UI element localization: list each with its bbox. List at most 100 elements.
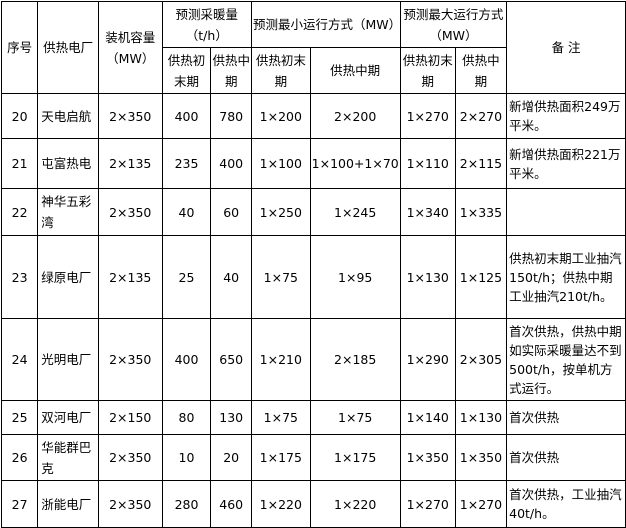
table-row: 27 浙能电厂 2×350 280 460 1×220 1×220 1×270 1×270 首次供… (0, 480, 626, 528)
cell-plant: 屯富热电 (37, 138, 99, 189)
cell-plant: 绿原电厂 (37, 235, 99, 319)
cell-min-mid: 1×75 (309, 400, 401, 435)
cell-capacity: 2×350 (97, 318, 163, 401)
header-min-mode: 预测最小运行方式（MW） (251, 1, 401, 48)
cell-heat-mid: 400 (210, 138, 252, 189)
cell-min-mid: 1×220 (309, 480, 401, 528)
cell-heat-early: 400 (161, 318, 212, 401)
header-no: 序号 (0, 1, 39, 94)
cell-no: 21 (0, 138, 39, 189)
cell-max-early: 1×140 (399, 400, 456, 435)
cell-no: 24 (0, 318, 39, 401)
cell-heat-mid: 460 (210, 480, 252, 528)
cell-min-early: 1×100 (251, 138, 311, 189)
cell-min-mid: 1×175 (309, 434, 401, 481)
cell-heat-early: 80 (161, 400, 212, 435)
cell-capacity: 2×135 (97, 235, 163, 319)
cell-min-early: 1×200 (251, 93, 311, 139)
cell-plant: 华能群巴克 (37, 434, 99, 481)
cell-heat-early: 40 (161, 188, 212, 236)
table-row: 25 双河电厂 2×150 80 130 1×75 1×75 1×140 1×130 首次供热 (0, 400, 626, 435)
cell-max-mid: 1×130 (454, 400, 508, 435)
cell-min-mid: 2×200 (309, 93, 401, 139)
cell-note (506, 188, 626, 236)
cell-min-mid: 1×245 (309, 188, 401, 236)
cell-max-early: 1×340 (399, 188, 456, 236)
cell-heat-mid: 60 (210, 188, 252, 236)
header-min-early: 供热初末期 (251, 47, 311, 94)
cell-max-early: 1×290 (399, 318, 456, 401)
cell-note: 首次供热，供热中期如实际采暖量达不到500t/h，按单机方式运行。 (506, 318, 626, 401)
cell-note: 新增供热面积221万平米。 (506, 138, 626, 189)
cell-max-early: 1×270 (399, 93, 456, 139)
cell-min-early: 1×250 (251, 188, 311, 236)
cell-max-mid: 1×350 (454, 434, 508, 481)
header-min-mid: 供热中期 (309, 47, 401, 94)
header-note: 备 注 (506, 1, 626, 94)
cell-note: 新增供热面积249万平米。 (506, 93, 626, 139)
cell-min-early: 1×75 (251, 235, 311, 319)
cell-no: 26 (0, 434, 39, 481)
cell-capacity: 2×150 (97, 400, 163, 435)
table-row: 24 光明电厂 2×350 400 650 1×210 2×185 1×290 2×305 首次供… (0, 318, 626, 401)
cell-max-mid: 1×270 (454, 480, 508, 528)
header-max-early: 供热初末期 (399, 47, 456, 94)
cell-note: 首次供热，工业抽汽40t/h。 (506, 480, 626, 528)
cell-note: 首次供热 (506, 434, 626, 481)
cell-max-early: 1×130 (399, 235, 456, 319)
cell-capacity: 2×350 (97, 188, 163, 236)
header-heat-mid: 供热中期 (210, 47, 252, 94)
header-heat: 预测采暖量（t/h） (161, 1, 253, 48)
cell-capacity: 2×350 (97, 480, 163, 528)
cell-max-early: 1×270 (399, 480, 456, 528)
cell-capacity: 2×350 (97, 93, 163, 139)
cell-max-mid: 2×305 (454, 318, 508, 401)
cell-heat-mid: 20 (210, 434, 252, 481)
header-plant: 供热电厂 (37, 1, 99, 94)
table-row: 23 绿原电厂 2×135 25 40 1×75 1×95 1×130 1×125 供热初末期工业… (0, 235, 626, 319)
cell-heat-mid: 650 (210, 318, 252, 401)
cell-min-early: 1×175 (251, 434, 311, 481)
cell-max-early: 1×350 (399, 434, 456, 481)
cell-plant: 浙能电厂 (37, 480, 99, 528)
cell-max-mid: 1×335 (454, 188, 508, 236)
cell-heat-early: 235 (161, 138, 212, 189)
cell-plant: 双河电厂 (37, 400, 99, 435)
table-row: 20 天电启航 2×350 400 780 1×200 2×200 1×270 2×270 新增供… (0, 93, 626, 139)
cell-max-early: 1×110 (399, 138, 456, 189)
cell-note: 首次供热 (506, 400, 626, 435)
cell-capacity: 2×135 (97, 138, 163, 189)
cell-min-early: 1×210 (251, 318, 311, 401)
cell-no: 23 (0, 235, 39, 319)
cell-max-mid: 2×115 (454, 138, 508, 189)
table-row: 21 屯富热电 2×135 235 400 1×100 1×100+1×70 1×110 2×1… (0, 138, 626, 189)
cell-no: 27 (0, 480, 39, 528)
cell-heat-early: 280 (161, 480, 212, 528)
cell-heat-early: 400 (161, 93, 212, 139)
table-row: 26 华能群巴克 2×350 10 20 1×175 1×175 1×350 1×350 首次供热 (0, 434, 626, 481)
cell-plant: 光明电厂 (37, 318, 99, 401)
cell-heat-early: 10 (161, 434, 212, 481)
table-row: 22 神华五彩湾 2×350 40 60 1×250 1×245 1×340 1×335 (0, 188, 626, 236)
cell-capacity: 2×350 (97, 434, 163, 481)
cell-heat-early: 25 (161, 235, 212, 319)
cell-heat-mid: 780 (210, 93, 252, 139)
header-capacity: 装机容量（MW） (97, 1, 163, 94)
cell-plant: 天电启航 (37, 93, 99, 139)
cell-min-mid: 1×95 (309, 235, 401, 319)
cell-max-mid: 1×125 (454, 235, 508, 319)
cell-no: 20 (0, 93, 39, 139)
cell-no: 25 (0, 400, 39, 435)
cell-min-mid: 1×100+1×70 (309, 138, 401, 189)
header-max-mid: 供热中期 (454, 47, 508, 94)
cell-heat-mid: 130 (210, 400, 252, 435)
header-max-mode: 预测最大运行方式（MW） (399, 1, 508, 48)
header-heat-early: 供热初末期 (161, 47, 212, 94)
cell-min-mid: 2×185 (309, 318, 401, 401)
cell-plant: 神华五彩湾 (37, 188, 99, 236)
cell-no: 22 (0, 188, 39, 236)
cell-min-early: 1×75 (251, 400, 311, 435)
cell-min-early: 1×220 (251, 480, 311, 528)
cell-max-mid: 2×270 (454, 93, 508, 139)
